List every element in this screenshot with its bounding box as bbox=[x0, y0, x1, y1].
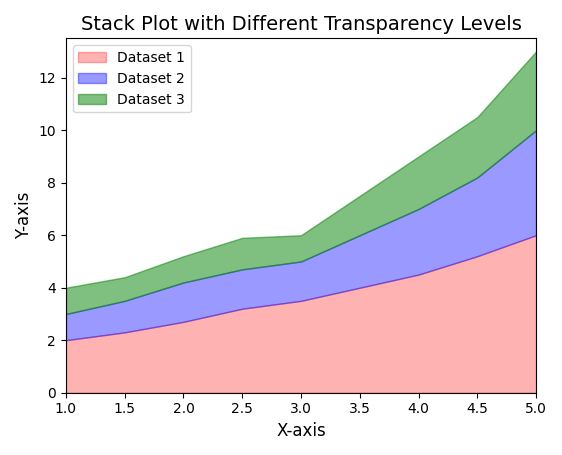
X-axis label: X-axis: X-axis bbox=[276, 422, 326, 440]
Y-axis label: Y-axis: Y-axis bbox=[15, 192, 33, 239]
Legend: Dataset 1, Dataset 2, Dataset 3: Dataset 1, Dataset 2, Dataset 3 bbox=[73, 46, 191, 112]
Title: Stack Plot with Different Transparency Levels: Stack Plot with Different Transparency L… bbox=[80, 15, 522, 34]
